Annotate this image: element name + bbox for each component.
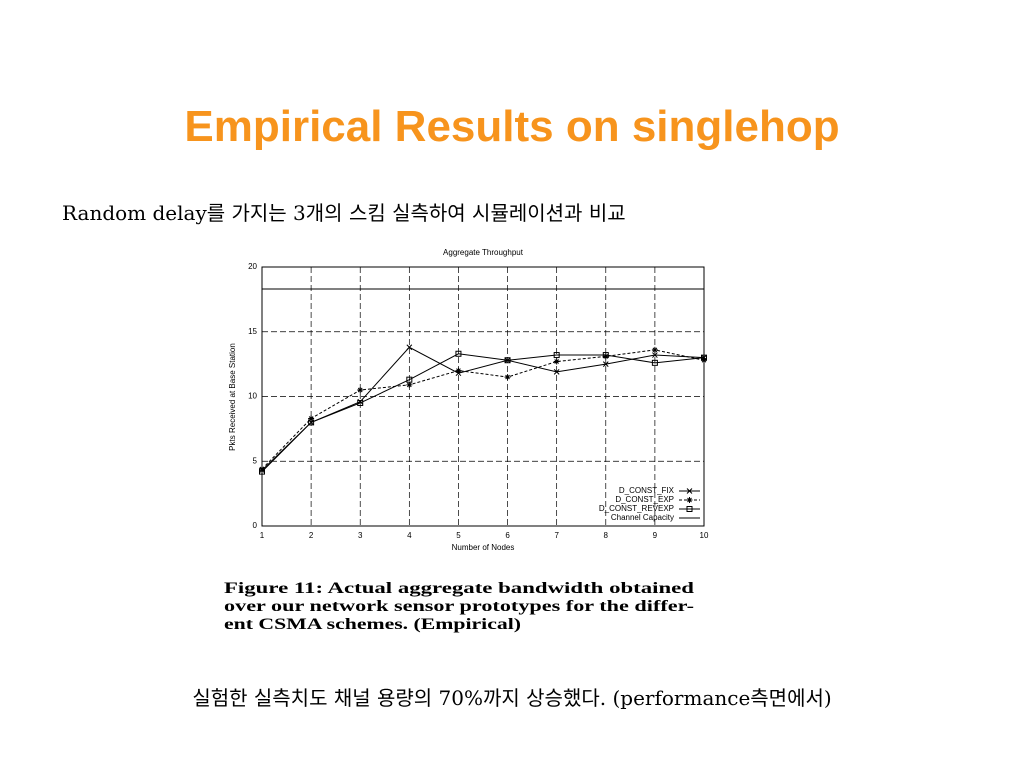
marker-x [652, 352, 658, 358]
legend-label: Channel Capacity [611, 513, 674, 522]
x-tick-label: 6 [505, 531, 510, 540]
marker-square [553, 352, 560, 359]
x-axis-label: Number of Nodes [452, 543, 515, 552]
marker-x [406, 344, 413, 351]
x-tick-label: 5 [456, 531, 461, 540]
marker-x [686, 488, 693, 494]
marker-square [602, 352, 609, 359]
marker-square [259, 468, 265, 475]
marker-star [455, 367, 462, 374]
y-axis-label: Pkts Received at Base Station [228, 343, 237, 451]
series-line [261, 349, 705, 470]
marker-star [651, 346, 658, 353]
slide-title: Empirical Results on singlehop [184, 102, 840, 151]
series-line [261, 353, 705, 472]
x-tick-label: 4 [407, 531, 412, 540]
y-tick-label: 15 [248, 327, 257, 336]
marker-square [308, 419, 315, 426]
footnote: 실험한 실측치도 채널 용량의 70%까지 상승했다. (performance… [192, 686, 832, 710]
marker-star [504, 374, 511, 381]
x-tick-label: 2 [309, 531, 314, 540]
marker-square [406, 376, 413, 383]
series-line [261, 346, 705, 471]
figure-caption: Figure 11: Actual aggregate bandwidth ob… [224, 580, 695, 597]
x-tick-label: 3 [358, 531, 363, 540]
marker-star [602, 353, 609, 360]
chart-title: Aggregate Throughput [443, 248, 524, 257]
x-tick-label: 8 [604, 531, 609, 540]
y-tick-label: 0 [253, 521, 258, 530]
marker-star [357, 387, 364, 394]
y-tick-label: 10 [248, 392, 257, 401]
legend-label: D_CONST_FIX [619, 486, 675, 495]
marker-star [686, 497, 693, 503]
marker-square [651, 359, 658, 366]
marker-x [602, 361, 609, 367]
marker-x [553, 369, 560, 375]
marker-star [308, 415, 315, 422]
x-tick-label: 10 [700, 531, 709, 540]
x-tick-label: 1 [260, 531, 265, 540]
legend-label: D_CONST_REVEXP [599, 504, 674, 513]
x-tick-label: 7 [554, 531, 559, 540]
legend-label: D_CONST_EXP [615, 495, 674, 504]
marker-square [357, 399, 364, 406]
y-tick-label: 20 [248, 262, 257, 271]
subtitle: Random delay를 가지는 3개의 스킴 실측하여 시뮬레이션과 비교 [62, 201, 626, 225]
marker-square [701, 354, 707, 361]
marker-square [686, 506, 693, 512]
figure-caption: ent CSMA schemes. (Empirical) [224, 616, 521, 633]
figure-caption: over our network sensor prototypes for t… [224, 598, 694, 615]
marker-star [406, 381, 413, 388]
marker-square [504, 357, 511, 364]
marker-square [455, 350, 462, 357]
x-tick-label: 9 [653, 531, 658, 540]
y-tick-label: 5 [253, 456, 258, 465]
marker-star [553, 358, 560, 365]
